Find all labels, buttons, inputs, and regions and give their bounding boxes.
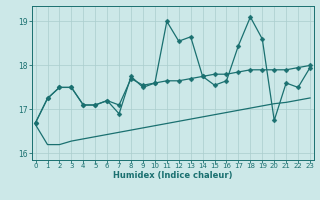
X-axis label: Humidex (Indice chaleur): Humidex (Indice chaleur): [113, 171, 233, 180]
